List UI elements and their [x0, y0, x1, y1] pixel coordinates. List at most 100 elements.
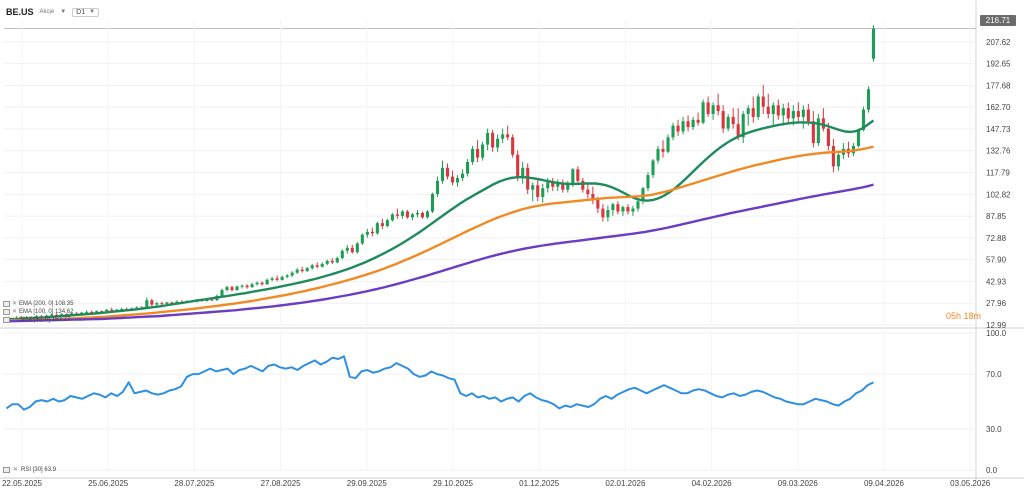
candle-body	[455, 178, 460, 183]
candle-body	[150, 300, 154, 305]
candle-body	[581, 180, 585, 190]
candle	[385, 218, 389, 228]
candle	[455, 175, 460, 187]
candle-body	[345, 247, 349, 251]
candle-body	[295, 269, 299, 273]
close-icon[interactable]: ✕	[13, 467, 19, 473]
candle	[305, 266, 309, 272]
symbol-label[interactable]: BE.US	[6, 7, 34, 17]
candle	[250, 282, 254, 288]
candle-body	[561, 183, 565, 190]
candle-body	[656, 148, 660, 161]
ema100-line	[6, 145, 874, 322]
candle	[245, 284, 249, 289]
candle-body	[365, 231, 369, 235]
candle	[330, 258, 334, 264]
moving-averages	[6, 119, 875, 323]
close-icon[interactable]: ✕	[12, 301, 18, 307]
candle-body	[866, 89, 871, 110]
sma30-line	[6, 119, 875, 321]
settings-icon[interactable]	[3, 317, 10, 323]
candle-body	[591, 194, 595, 200]
candle	[681, 116, 685, 135]
legend-ema100[interactable]: ✕ EMA [100, 0] 134.62	[3, 308, 73, 316]
candle	[671, 122, 675, 141]
settings-icon[interactable]	[3, 301, 10, 307]
candle	[320, 262, 324, 268]
candle-body	[260, 282, 264, 285]
candle-body	[160, 303, 164, 305]
candle-body	[235, 286, 239, 291]
candle	[706, 96, 710, 117]
candle-body	[771, 105, 775, 114]
candle-body	[476, 148, 480, 158]
timeframe-select[interactable]: D1 ▼	[72, 7, 100, 17]
candle	[435, 176, 440, 197]
candle-body	[385, 220, 389, 227]
candle-body	[836, 154, 840, 167]
candle-body	[95, 311, 99, 313]
candles	[4, 25, 876, 321]
candle	[285, 274, 289, 279]
price-tick-label: 162.70	[986, 103, 1011, 112]
candle	[491, 129, 495, 152]
settings-icon[interactable]	[3, 466, 10, 473]
candle-body	[400, 211, 404, 216]
candle	[415, 210, 420, 218]
candle-body	[621, 207, 625, 212]
candle-body	[85, 311, 89, 313]
candle-body	[686, 121, 690, 128]
candle	[661, 140, 665, 158]
candle	[375, 221, 379, 235]
candle-body	[105, 309, 109, 312]
candle	[611, 202, 615, 216]
price-tick-label: 132.76	[986, 147, 1011, 156]
candle-body	[310, 265, 314, 269]
settings-icon[interactable]	[3, 309, 10, 315]
candle	[310, 263, 314, 270]
candle-body	[856, 129, 861, 147]
candle	[721, 105, 725, 133]
candle-body	[145, 300, 149, 309]
candle	[771, 102, 775, 126]
price-tick-label: 117.79	[986, 169, 1010, 178]
candle	[335, 256, 339, 264]
price-tick-label: 177.68	[986, 81, 1011, 90]
price-tick-label: 207.62	[986, 38, 1011, 47]
price-tick-label: 57.90	[986, 256, 1007, 265]
candle	[601, 204, 605, 222]
candle-body	[155, 303, 159, 305]
candle-body	[440, 167, 445, 181]
candle-body	[135, 307, 139, 309]
price-tick-label: 192.65	[986, 60, 1011, 69]
symbol-type-label: Akcje	[39, 9, 55, 15]
candle	[616, 201, 620, 215]
candle-body	[516, 154, 520, 177]
time-tick-label: 09.03.2026	[778, 479, 819, 488]
candle	[716, 93, 720, 116]
candle	[561, 179, 565, 193]
candle	[576, 166, 580, 184]
candle-body	[681, 121, 685, 132]
chevron-down-icon[interactable]: ▼	[60, 9, 67, 15]
close-icon[interactable]: ✕	[12, 317, 18, 323]
candle-body	[766, 106, 770, 114]
close-icon[interactable]: ✕	[12, 309, 18, 315]
candle-body	[280, 276, 284, 280]
candle	[676, 119, 680, 136]
candle	[776, 99, 780, 120]
candle-body	[120, 308, 124, 310]
candle	[496, 134, 500, 152]
candle-body	[275, 278, 279, 280]
candle	[606, 205, 610, 222]
rsi-legend[interactable]: ✕ RSI [30] 63.9	[3, 466, 56, 473]
candle-body	[225, 287, 229, 291]
price-tick-label: 27.96	[986, 299, 1007, 308]
candle-body	[471, 148, 475, 163]
legend-sma30[interactable]: ✕ SMA [30, 0] 152.77	[3, 316, 73, 324]
candle	[295, 268, 299, 275]
legend-ema200[interactable]: ✕ EMA [200, 0] 108.35	[3, 300, 73, 308]
price-tick-label: 12.99	[986, 321, 1007, 330]
candle-body	[175, 301, 179, 304]
